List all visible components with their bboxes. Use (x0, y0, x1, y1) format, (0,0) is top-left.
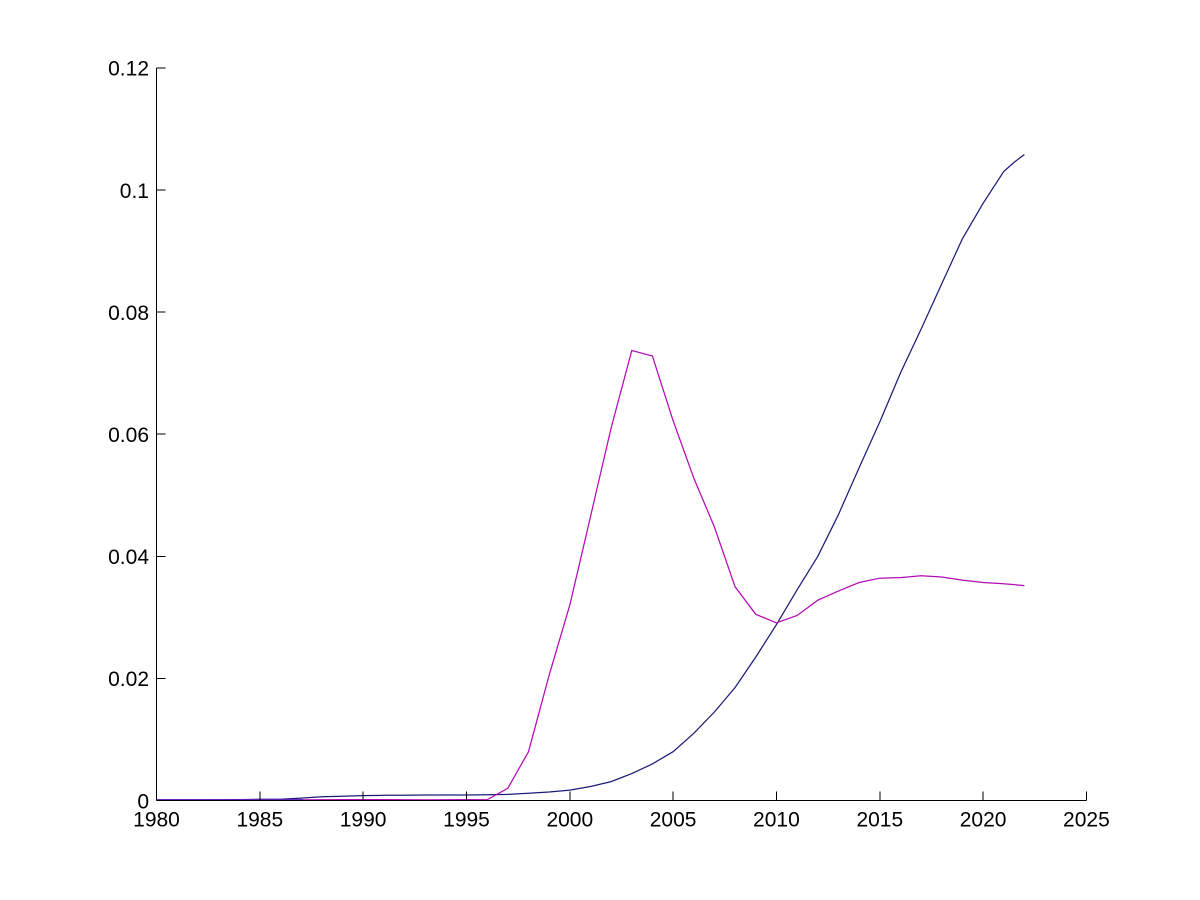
svg-text:0.1: 0.1 (120, 180, 149, 203)
svg-text:2015: 2015 (856, 809, 903, 832)
svg-text:1985: 1985 (236, 809, 283, 832)
svg-text:0.02: 0.02 (108, 668, 149, 691)
svg-text:0.06: 0.06 (108, 424, 149, 447)
svg-text:0.12: 0.12 (108, 58, 149, 81)
svg-text:2010: 2010 (753, 809, 800, 832)
svg-text:1990: 1990 (340, 809, 387, 832)
svg-text:2020: 2020 (960, 809, 1007, 832)
svg-text:1995: 1995 (443, 809, 490, 832)
svg-text:0.08: 0.08 (108, 302, 149, 325)
svg-text:0: 0 (137, 790, 149, 813)
svg-text:0.04: 0.04 (108, 546, 149, 569)
svg-text:1980: 1980 (133, 809, 180, 832)
svg-text:2025: 2025 (1063, 809, 1110, 832)
svg-text:2000: 2000 (546, 809, 593, 832)
svg-text:2005: 2005 (650, 809, 697, 832)
